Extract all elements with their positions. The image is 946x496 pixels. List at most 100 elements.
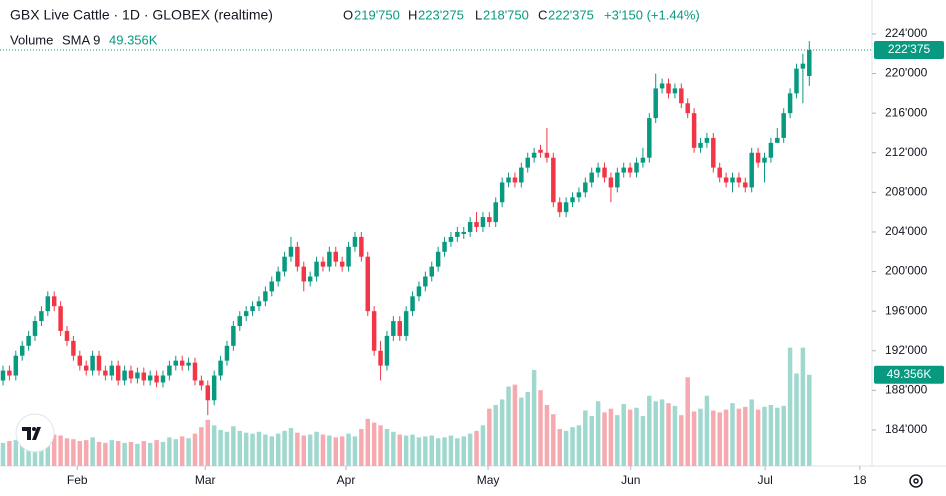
y-tick-label: 200'000: [885, 264, 928, 278]
volume-bar: [346, 433, 351, 466]
candle-body: [26, 335, 31, 346]
candle-body: [179, 360, 185, 366]
volume-bar: [531, 369, 537, 466]
volume-bar: [141, 441, 147, 466]
x-tick-label: Mar: [195, 473, 216, 487]
volume-bar: [192, 433, 198, 466]
ohlc-key: C: [538, 7, 547, 22]
volume-bar: [711, 410, 716, 466]
settings-icon[interactable]: [909, 474, 923, 488]
candle-body: [723, 177, 729, 183]
ohlc-value: 219'750: [354, 7, 400, 22]
volume-bar: [397, 434, 402, 466]
candle-body: [647, 118, 652, 158]
volume-bar: [83, 440, 89, 466]
candle-body: [263, 291, 268, 302]
volume-bar: [205, 419, 211, 466]
volume-bar: [563, 430, 569, 466]
volume-bar: [602, 412, 607, 466]
logo-dot[interactable]: [32, 427, 36, 431]
candle-body: [199, 380, 204, 386]
volume-bar: [794, 373, 799, 466]
candle-body: [595, 167, 601, 173]
candle-body: [231, 326, 236, 346]
axes: 224'000 220'000 216'000 212'000 208'000 204'0…: [67, 26, 944, 487]
candle-body: [551, 157, 556, 203]
volume-bar: [320, 434, 326, 466]
candle-body: [218, 360, 223, 376]
volume-bar: [13, 440, 19, 466]
candle-body: [205, 385, 211, 401]
tradingview-logo[interactable]: [15, 413, 55, 453]
volume-bar: [544, 404, 550, 466]
candle-body: [621, 167, 626, 173]
candle-body: [467, 222, 473, 232]
candle-body: [256, 301, 262, 307]
volume-bar: [154, 440, 159, 466]
candle-body: [135, 372, 140, 379]
candle-body: [717, 167, 722, 178]
candle-body: [743, 182, 748, 188]
volume-bar: [455, 438, 460, 466]
volume-bar: [135, 443, 140, 466]
volume-bar: [19, 437, 25, 466]
change: +3'150 (+1.44%): [604, 7, 700, 22]
volume-bar: [608, 408, 614, 466]
gear-outer[interactable]: [909, 474, 923, 488]
volume-bar: [359, 429, 364, 466]
candle-body: [352, 236, 358, 247]
candle-body: [346, 246, 351, 267]
volume-bar: [640, 416, 646, 466]
volume-bar: [723, 409, 729, 466]
candle-body: [103, 370, 108, 376]
candle-body: [224, 345, 230, 361]
volume-bar: [666, 403, 671, 466]
volume-bar: [768, 404, 774, 466]
candle-body: [359, 236, 364, 257]
volume-bar: [461, 436, 466, 466]
volume-badge: [874, 365, 944, 384]
volume-bar: [128, 441, 134, 466]
candle-body: [672, 88, 678, 94]
volume-bar: [333, 437, 338, 466]
candle-body: [160, 375, 166, 383]
candle-body: [800, 63, 806, 69]
candle-body: [493, 202, 498, 223]
candle-body: [192, 362, 198, 381]
candle-body: [77, 355, 83, 366]
candle-body: [109, 365, 115, 376]
candle-body: [634, 162, 639, 173]
candle-body: [365, 256, 370, 312]
candle-body: [371, 311, 377, 351]
volume-bar: [691, 411, 697, 466]
candle-body: [448, 236, 454, 242]
candle-body: [147, 375, 153, 381]
volume-bar: [282, 430, 287, 466]
candle-body: [768, 142, 774, 158]
volume-bar: [647, 395, 652, 466]
x-tick-label: May: [477, 473, 500, 487]
candle-body: [525, 157, 530, 168]
y-tick-label: 196'000: [885, 303, 928, 317]
candle-body: [397, 321, 402, 336]
logo-mark[interactable]: [22, 427, 41, 440]
volume-bar: [173, 439, 179, 466]
candle-body: [7, 370, 12, 376]
gear-inner[interactable]: [913, 478, 919, 484]
candle-body: [711, 137, 716, 168]
candle-body: [282, 256, 287, 272]
candle-body: [512, 177, 518, 183]
volume-bar: [90, 437, 95, 466]
volume-bar: [288, 428, 294, 466]
volume-bar: [512, 384, 518, 466]
ohlc-key: L: [475, 7, 482, 22]
volume-bar: [51, 434, 57, 466]
candle-body: [653, 88, 658, 119]
volume-bar: [474, 430, 479, 466]
candle-body: [250, 306, 255, 312]
candle-body: [96, 355, 102, 371]
candle-body: [295, 246, 300, 267]
candle-body: [787, 93, 793, 114]
volume-bar: [352, 436, 358, 466]
